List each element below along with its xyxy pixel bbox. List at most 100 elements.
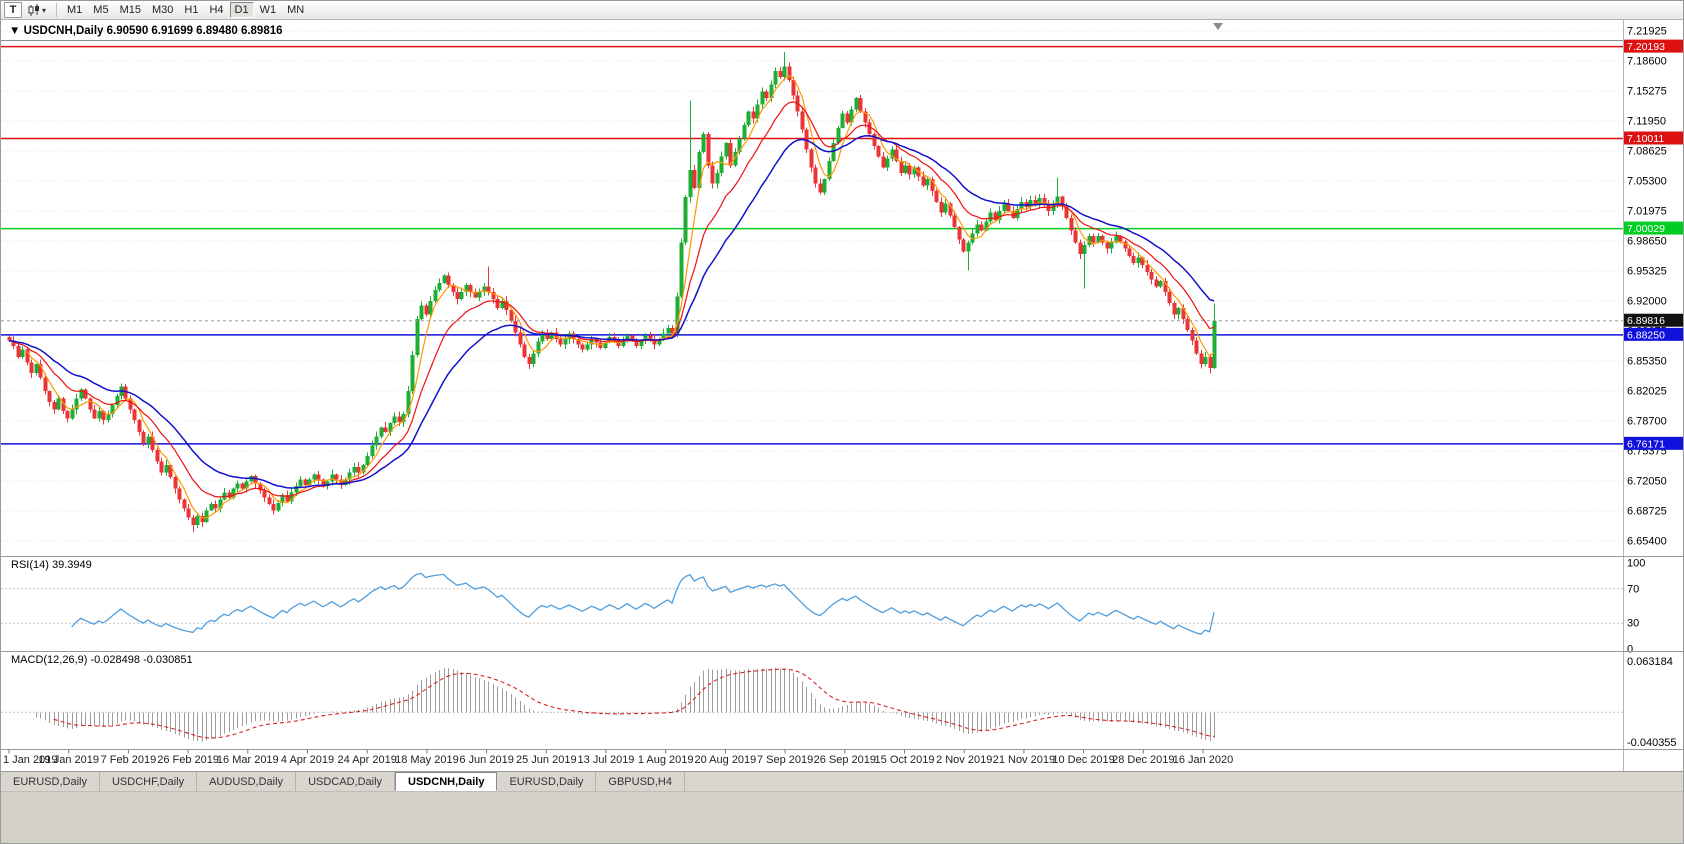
period-button-M1[interactable]: M1 [67,4,83,16]
candle [621,340,626,347]
chart-tab-usdchf-daily[interactable]: USDCHF,Daily [100,772,198,791]
candle [791,79,796,96]
chart-tab-usdcnh-daily[interactable]: USDCNH,Daily [395,772,498,791]
candle [1136,257,1141,264]
candlestick-icon [28,3,39,16]
candle [415,319,420,356]
chart-tab-eurusd-daily[interactable]: EURUSD,Daily [497,772,597,791]
candle [88,398,93,410]
candle [961,239,966,252]
candle [1208,356,1213,368]
candle [701,134,706,153]
chart-tab-usdcad-daily[interactable]: USDCAD,Daily [296,772,396,791]
price-axis-label: 7.05300 [1627,176,1667,188]
candle [643,335,648,341]
candle [863,111,868,123]
candle [773,70,778,85]
candle [970,233,975,243]
candle [1163,281,1168,292]
candle [728,143,733,166]
candle [1105,242,1110,249]
date-label: 21 Nov 2019 [993,754,1055,766]
period-button-M30[interactable]: M30 [151,4,174,16]
candle [639,340,644,347]
candle [921,176,926,186]
candle [128,398,133,410]
candle [957,227,962,240]
date-label: 13 Jul 2019 [578,754,635,766]
candle [240,483,245,489]
candle [419,305,424,320]
period-button-MN[interactable]: MN [287,4,305,16]
candle [710,165,715,184]
candle [822,179,827,193]
candle [262,490,267,498]
candle [392,416,397,423]
period-button-M5[interactable]: M5 [93,4,109,16]
candle [92,409,97,419]
level-7.00029-label: 7.00029 [1627,223,1665,235]
period-button-H4[interactable]: H4 [209,4,224,16]
date-label: 25 Jun 2019 [516,754,577,766]
candle [683,197,688,243]
candle [1181,308,1186,320]
candle [186,508,191,518]
period-button-M15[interactable]: M15 [119,4,141,16]
candle [204,510,209,523]
rsi-scale-label: 100 [1627,558,1645,570]
date-label: 28 Dec 2019 [1112,754,1174,766]
candle [1140,257,1145,265]
candle [495,299,500,309]
chart-tab-eurusd-daily[interactable]: EURUSD,Daily [1,772,100,791]
candle [482,286,487,292]
candle [271,504,276,511]
candle [106,413,111,421]
candle [670,328,675,334]
date-label: 1 Jan 2019 [3,754,57,766]
toolbar-separator [56,3,58,17]
chart-tab-gbpusd-h4[interactable]: GBPUSD,H4 [596,772,685,791]
candle [585,344,590,350]
candle [1167,291,1172,303]
candle [1203,356,1208,365]
candle [401,413,406,422]
candle [1069,218,1074,231]
candle [1078,242,1083,255]
candle [1042,198,1047,204]
candle [755,104,760,119]
candle [724,143,729,157]
period-button-W1[interactable]: W1 [259,4,277,16]
candle [513,320,518,333]
candle [894,149,899,162]
period-button-H1[interactable]: H1 [184,4,199,16]
chart-canvas[interactable]: 7.21925 7.18600 7.15275 7.11950 7.08625 7.053… [1,19,1684,771]
candle [168,465,173,477]
candle [1060,196,1065,207]
candle [831,143,836,162]
chart-type-button[interactable]: ▾ [23,2,51,18]
candle [975,224,980,234]
candle [563,338,568,345]
level-7.00029-box [1624,221,1683,235]
candle [1109,242,1114,249]
chart-shift-marker-icon[interactable] [1213,23,1223,30]
candle [258,483,263,491]
rsi-scale-label: 70 [1627,583,1639,595]
candle [195,515,200,525]
candle [280,495,285,504]
candle [1118,236,1123,242]
date-label: 24 Apr 2019 [338,754,397,766]
candle [661,333,666,339]
period-button-D1[interactable]: D1 [229,2,254,18]
candle [1002,203,1007,211]
candle [742,125,747,139]
candle [854,97,859,110]
candle [132,409,137,421]
candle [1194,340,1199,354]
templates-button[interactable]: T [4,2,22,18]
candle [979,224,984,231]
candle [65,411,70,419]
candle [769,84,774,98]
candle [666,328,671,334]
chart-tab-audusd-daily[interactable]: AUDUSD,Daily [197,772,297,791]
